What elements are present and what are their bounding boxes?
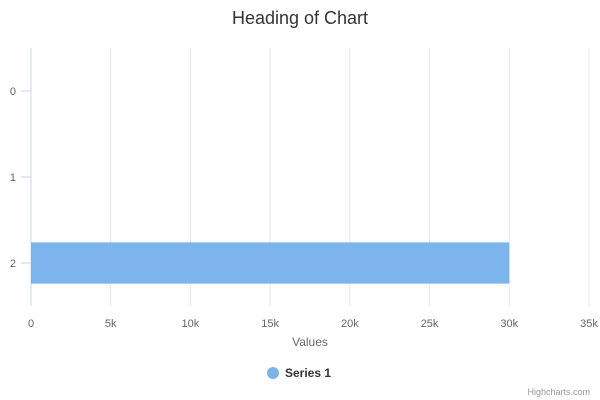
- category-tick-label: 1: [10, 172, 16, 184]
- legend-marker-icon[interactable]: [267, 367, 279, 379]
- category-tick-label: 0: [10, 86, 16, 98]
- value-axis-ticks: 0 5k 10k 15k 20k 25k 30k 35k: [28, 318, 598, 330]
- value-tick-label: 15k: [261, 318, 279, 330]
- value-tick-label: 0: [28, 318, 34, 330]
- value-tick-label: 5k: [105, 318, 117, 330]
- bar-2[interactable]: [31, 242, 510, 284]
- value-tick-label: 30k: [500, 318, 518, 330]
- category-axis: 0 1 2: [10, 48, 32, 306]
- value-tick-label: 25k: [421, 318, 439, 330]
- value-axis-title: Values: [292, 335, 328, 349]
- value-tick-label: 35k: [580, 318, 598, 330]
- legend[interactable]: Series 1: [267, 366, 331, 380]
- category-tick-label: 2: [10, 258, 16, 270]
- chart-title: Heading of Chart: [232, 8, 368, 28]
- bars: [31, 242, 510, 284]
- credits-link[interactable]: Highcharts.com: [527, 387, 590, 397]
- legend-item-series-1[interactable]: Series 1: [285, 366, 331, 380]
- value-tick-label: 20k: [341, 318, 359, 330]
- value-tick-label: 10k: [182, 318, 200, 330]
- gridlines: [30, 48, 590, 306]
